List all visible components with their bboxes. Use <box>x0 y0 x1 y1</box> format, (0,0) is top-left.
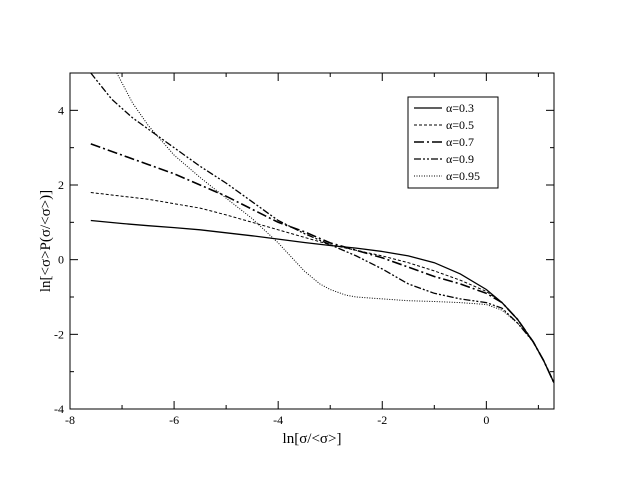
series-line-3 <box>90 143 554 384</box>
y-axis-label: ln[<σ>P(σ/<σ>)] <box>38 190 54 292</box>
legend-label: α=0.5 <box>446 118 474 132</box>
legend-label: α=0.3 <box>446 101 474 115</box>
legend-label: α=0.95 <box>446 169 480 183</box>
y-tick-label: -2 <box>54 327 64 341</box>
y-tick-label: 2 <box>58 178 64 192</box>
legend-label: α=0.9 <box>446 152 474 166</box>
x-tick-label: -6 <box>169 413 179 427</box>
y-tick-label: -4 <box>54 402 64 416</box>
x-axis-label: ln[σ/<σ>] <box>283 431 342 447</box>
series-line-2 <box>90 192 554 384</box>
legend: α=0.3 α=0.5 α=0.7 α=0.9 α=0.95 <box>407 96 499 189</box>
y-tick-label: 0 <box>58 253 64 267</box>
legend-label: α=0.7 <box>446 135 474 149</box>
plot-frame <box>69 72 555 410</box>
x-tick-label: -8 <box>65 413 75 427</box>
x-tick-label: 0 <box>483 413 489 427</box>
series-layer <box>90 73 554 384</box>
series-line-4 <box>90 73 554 384</box>
y-tick-label: 4 <box>58 103 64 117</box>
series-line-5 <box>116 73 554 384</box>
x-tick-label: -4 <box>273 413 283 427</box>
x-tick-label: -2 <box>377 413 387 427</box>
axis-ticks: -8 -6 -4 -2 0 -4 -2 0 2 4 <box>54 73 554 427</box>
